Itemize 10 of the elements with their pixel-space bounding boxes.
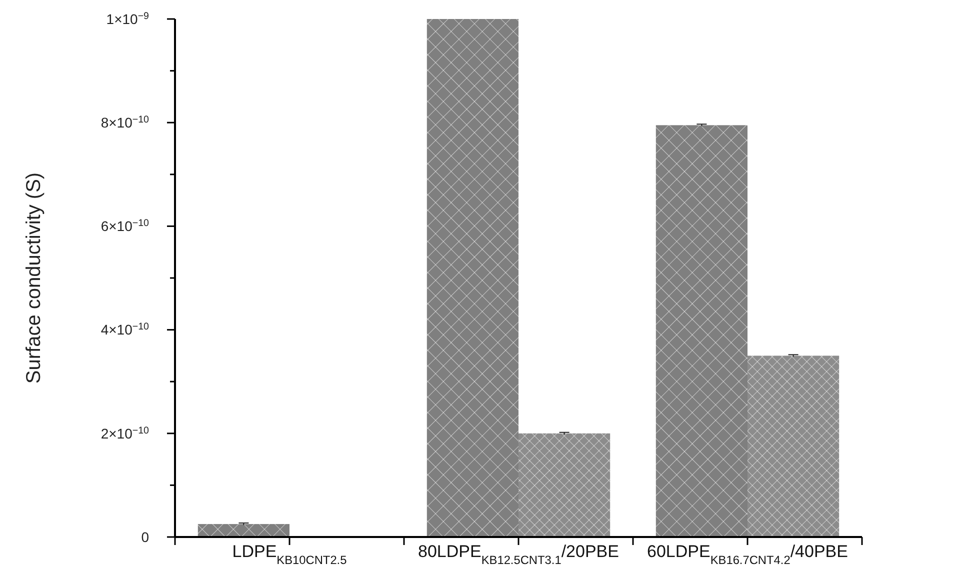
y-tick-label: 4×10$^{−10}$ [100, 321, 150, 338]
x-tick-label: 80LDPE$_{KB12.5CNT3.1}$/20PBE [418, 542, 619, 567]
y-tick-label: 1×10$^{−9}$ [106, 10, 149, 27]
x-tick-label: 60LDPE$_{KB16.7CNT4.2}$/40PBE [647, 542, 848, 567]
y-axis-title: Surface conductivity (S) [23, 172, 45, 384]
y-tick-label: 6×10$^{−10}$ [100, 218, 150, 234]
y-tick-label: 8×10$^{−10}$ [100, 114, 150, 130]
y-tick-label: 0 [141, 528, 150, 545]
x-tick-label: LDPE$_{KB10CNT2.5}$ [232, 542, 348, 567]
y-tick-label: 2×10$^{−10}$ [100, 424, 150, 442]
